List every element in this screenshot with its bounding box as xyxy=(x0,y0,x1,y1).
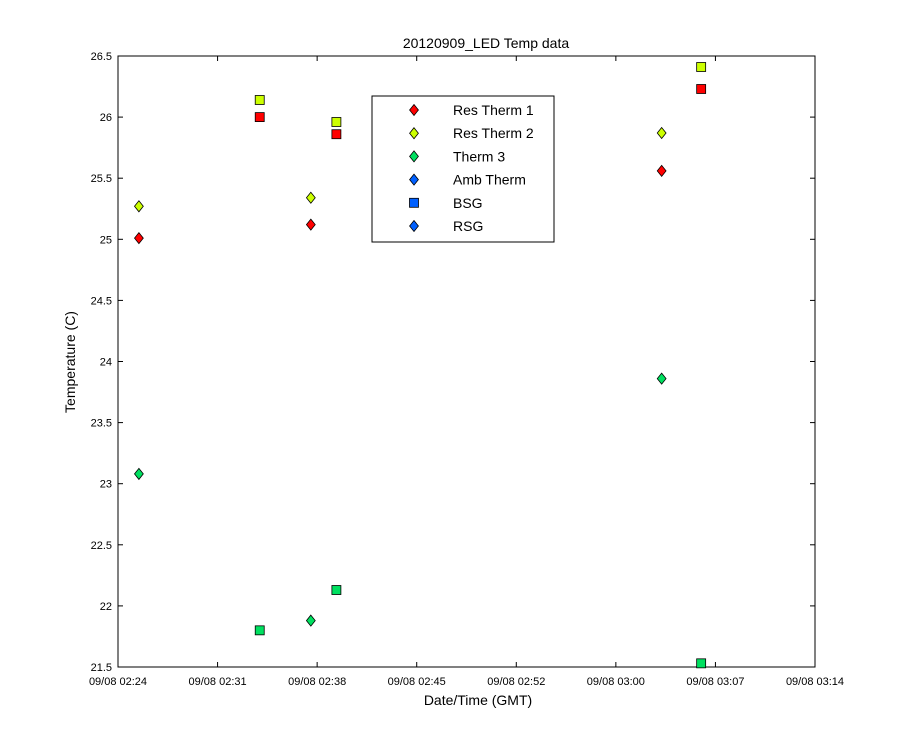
legend-label: RSG xyxy=(453,218,483,234)
y-tick-label: 24.5 xyxy=(91,295,112,307)
legend-marker xyxy=(409,173,419,186)
y-tick-label: 22.5 xyxy=(91,540,112,552)
data-point xyxy=(133,200,144,213)
legend-marker xyxy=(409,127,419,140)
data-point xyxy=(305,614,316,627)
data-point xyxy=(656,126,667,140)
legend-label: Res Therm 2 xyxy=(453,125,534,141)
data-point xyxy=(656,372,667,385)
y-tick-label: 26.5 xyxy=(91,51,112,63)
legend-label: Amb Therm xyxy=(453,172,526,188)
x-tick-label: 09/08 02:45 xyxy=(388,676,446,688)
data-point xyxy=(696,84,707,94)
data-markers xyxy=(133,62,707,669)
legend-marker xyxy=(409,150,419,163)
data-point xyxy=(331,129,342,140)
data-point xyxy=(696,62,707,72)
data-point xyxy=(133,467,144,481)
x-axis-ticks: 09/08 02:24 09/08 02:31 09/08 02:38 09/08 0… xyxy=(89,56,844,688)
data-point xyxy=(133,231,144,245)
data-point xyxy=(305,191,316,204)
y-tick-label: 22 xyxy=(100,601,112,613)
legend: Res Therm 1 Res Therm 2 Therm 3 Amb Therm BS… xyxy=(371,95,555,243)
data-point xyxy=(254,95,265,105)
y-axis-ticks: 21.5 22 22.5 23 23.5 24 24.5 25 25.5 26 26.5 xyxy=(91,51,815,674)
legend-marker xyxy=(409,219,419,233)
data-point xyxy=(696,658,707,669)
data-point xyxy=(656,164,667,178)
legend-marker xyxy=(409,197,419,208)
legend-label: BSG xyxy=(453,195,483,211)
chart-title: 20120909_LED Temp data xyxy=(403,35,570,51)
x-tick-label: 09/08 02:31 xyxy=(189,676,247,688)
y-tick-label: 21.5 xyxy=(91,662,112,674)
y-tick-label: 23 xyxy=(100,479,112,491)
legend-label: Res Therm 1 xyxy=(453,102,534,118)
data-point xyxy=(254,625,265,636)
x-tick-label: 09/08 02:38 xyxy=(288,676,346,688)
x-tick-label: 09/08 02:24 xyxy=(89,676,147,688)
data-point xyxy=(331,585,342,595)
y-tick-label: 25 xyxy=(100,234,112,246)
y-tick-label: 24 xyxy=(100,357,112,369)
data-point xyxy=(254,112,265,122)
data-point xyxy=(305,218,316,231)
data-point xyxy=(331,117,342,127)
y-tick-label: 25.5 xyxy=(91,173,112,185)
legend-label: Therm 3 xyxy=(453,148,505,164)
x-tick-label: 09/08 03:07 xyxy=(686,676,744,688)
y-axis-label: Temperature (C) xyxy=(62,311,78,413)
legend-box xyxy=(371,95,555,243)
legend-marker xyxy=(409,103,419,117)
x-axis-label: Date/Time (GMT) xyxy=(424,692,532,708)
x-tick-label: 09/08 03:14 xyxy=(786,676,844,688)
y-tick-label: 26 xyxy=(100,112,112,124)
x-tick-label: 09/08 02:52 xyxy=(487,676,545,688)
y-tick-label: 23.5 xyxy=(91,418,112,430)
x-tick-label: 09/08 03:00 xyxy=(587,676,645,688)
